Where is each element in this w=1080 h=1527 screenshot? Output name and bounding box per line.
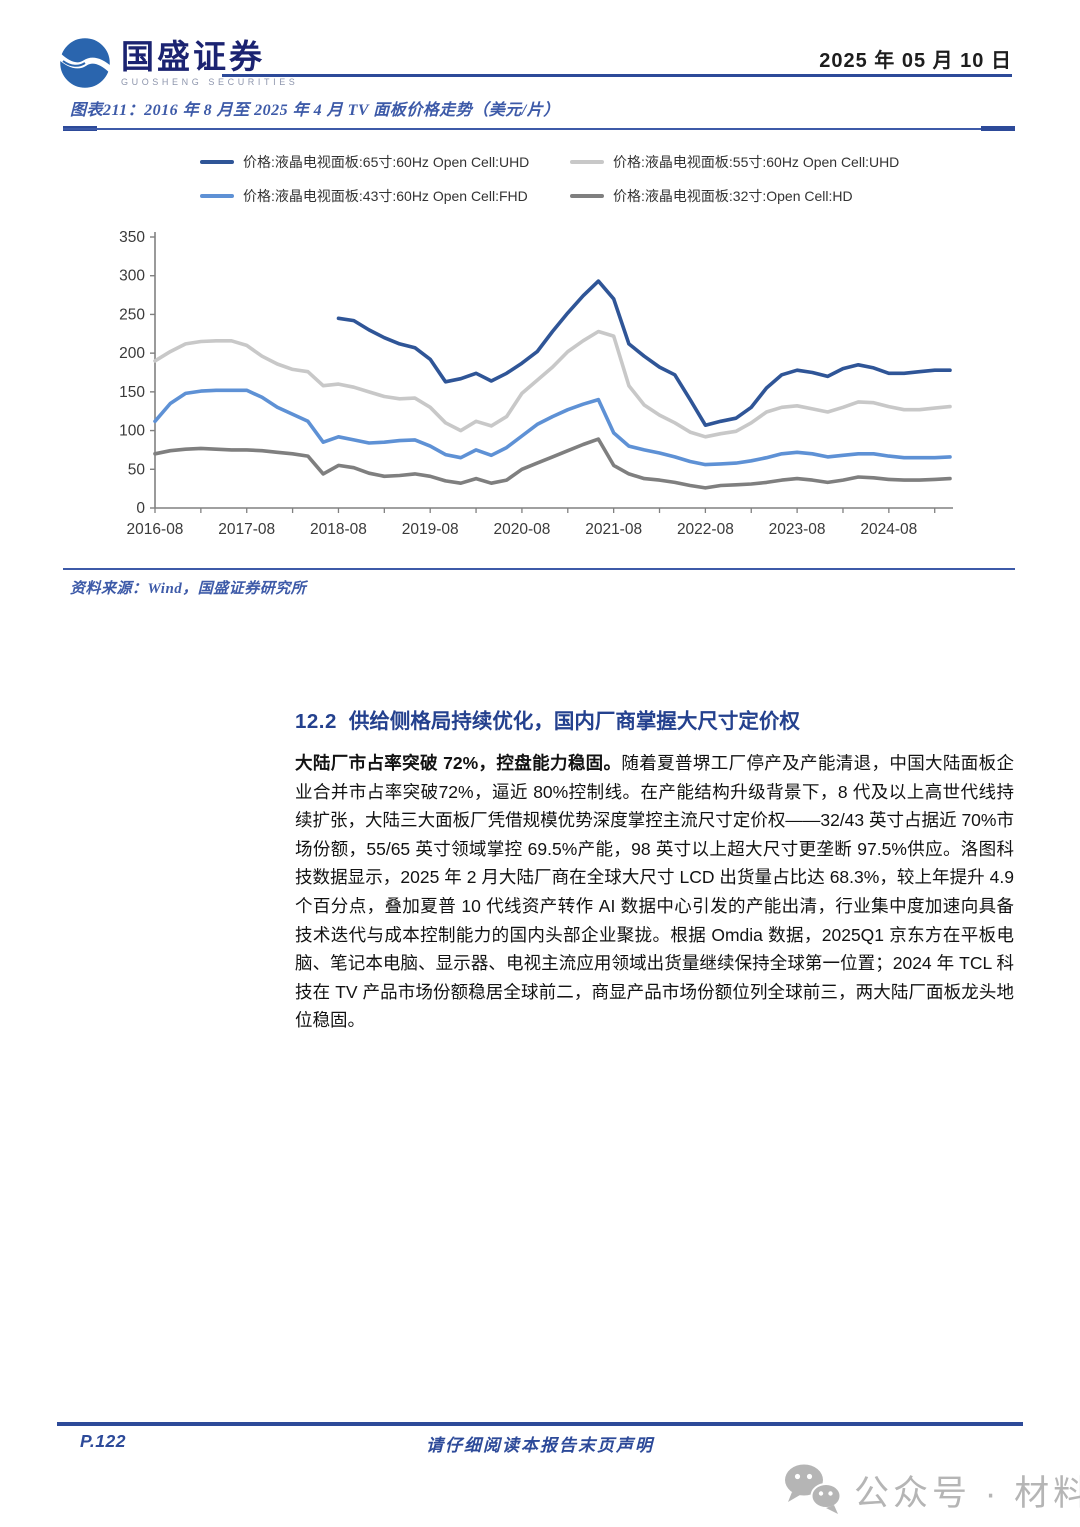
legend-swatch-55inch xyxy=(570,159,604,165)
svg-text:2019-08: 2019-08 xyxy=(402,521,459,538)
svg-text:2021-08: 2021-08 xyxy=(585,521,642,538)
watermark: 公众号 · 材料汇 xyxy=(780,1462,1080,1518)
svg-text:0: 0 xyxy=(136,500,145,517)
paragraph-bold-lead: 大陆厂市占率突破 72%，控盘能力稳固。 xyxy=(295,753,622,773)
figure-source-rule xyxy=(63,568,1015,570)
svg-text:2022-08: 2022-08 xyxy=(677,521,734,538)
figure-source: 资料来源：Wind，国盛证券研究所 xyxy=(70,581,307,597)
svg-text:200: 200 xyxy=(119,345,145,362)
svg-text:2023-08: 2023-08 xyxy=(769,521,826,538)
wechat-icon xyxy=(785,1464,842,1514)
legend-item-32inch: 价格:液晶电视面板:32寸:Open Cell:HD xyxy=(570,186,940,206)
paragraph-text: 随着夏普堺工厂停产及产能清退，中国大陆面板企业合并市占率突破72%，逼近 80%… xyxy=(295,753,1015,1031)
svg-text:350: 350 xyxy=(119,229,145,246)
footer-disclaimer: 请仔细阅读本报告末页声明 xyxy=(426,1436,654,1455)
legend-item-43inch: 价格:液晶电视面板:43寸:60Hz Open Cell:FHD xyxy=(200,186,570,206)
section-heading: 12.2 供给侧格局持续优化，国内厂商掌握大尺寸定价权 xyxy=(295,704,800,734)
brand-block: 国盛证券 GUOSHENG SECURITIES xyxy=(121,40,298,87)
legend-swatch-32inch xyxy=(570,193,604,199)
legend-item-65inch: 价格:液晶电视面板:65寸:60Hz Open Cell:UHD xyxy=(200,152,570,172)
line-chart-svg: 0 50 100 150 200 250 300 350 2016-08 2017-08 2018-… xyxy=(119,229,953,538)
watermark-text: 公众号 · 材料汇 xyxy=(854,1473,1080,1513)
svg-text:250: 250 xyxy=(119,306,145,323)
guosheng-logo-icon xyxy=(58,36,112,90)
brand-name-en: GUOSHENG SECURITIES xyxy=(121,77,299,87)
legend-label-65inch: 价格:液晶电视面板:65寸:60Hz Open Cell:UHD xyxy=(243,154,530,170)
section-title: 供给侧格局持续优化，国内厂商掌握大尺寸定价权 xyxy=(348,710,800,733)
svg-text:2016-08: 2016-08 xyxy=(127,521,184,538)
section-number: 12.2 xyxy=(295,710,337,733)
legend-swatch-43inch xyxy=(200,193,234,199)
footer-rule xyxy=(57,1422,1023,1426)
svg-text:2020-08: 2020-08 xyxy=(493,521,550,538)
legend-swatch-65inch xyxy=(200,159,234,165)
figure-title-rule xyxy=(63,126,1015,131)
svg-text:300: 300 xyxy=(119,268,145,285)
legend-label-55inch: 价格:液晶电视面板:55寸:60Hz Open Cell:UHD xyxy=(613,154,900,170)
chart-legend-row-2: 价格:液晶电视面板:43寸:60Hz Open Cell:FHD 价格:液晶电视… xyxy=(200,186,940,206)
brand-name-cn: 国盛证券 xyxy=(121,38,265,75)
report-date: 2025 年 05 月 10 日 xyxy=(819,50,1012,72)
chart-legend-row-1: 价格:液晶电视面板:65寸:60Hz Open Cell:UHD 价格:液晶电视… xyxy=(200,152,940,172)
svg-text:50: 50 xyxy=(128,461,146,478)
svg-text:2018-08: 2018-08 xyxy=(310,521,367,538)
legend-label-32inch: 价格:液晶电视面板:32寸:Open Cell:HD xyxy=(613,188,853,204)
page-number: P.122 xyxy=(80,1431,126,1451)
tv-panel-price-chart: 0 50 100 150 200 250 300 350 2016-08 2017-08 2018-… xyxy=(100,226,980,546)
legend-label-43inch: 价格:液晶电视面板:43寸:60Hz Open Cell:FHD xyxy=(243,188,528,204)
svg-text:2017-08: 2017-08 xyxy=(218,521,275,538)
figure-title: 图表211：2016 年 8 月至 2025 年 4 月 TV 面板价格走势（美… xyxy=(70,102,560,119)
svg-text:2024-08: 2024-08 xyxy=(860,521,917,538)
body-paragraph: 大陆厂市占率突破 72%，控盘能力稳固。随着夏普堺工厂停产及产能清退，中国大陆面… xyxy=(295,749,1014,1035)
header-rule xyxy=(222,74,1012,77)
svg-text:100: 100 xyxy=(119,423,145,440)
legend-item-55inch: 价格:液晶电视面板:55寸:60Hz Open Cell:UHD xyxy=(570,152,940,172)
svg-text:150: 150 xyxy=(119,384,145,401)
